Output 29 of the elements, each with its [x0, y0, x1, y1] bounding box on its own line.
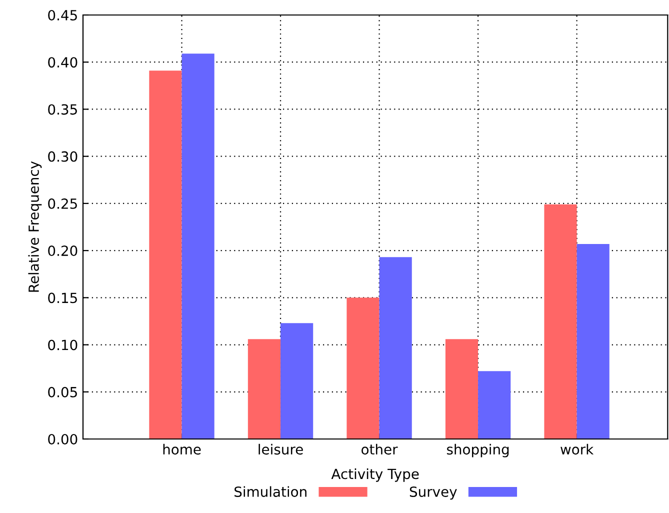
- y-axis-title: Relative Frequency: [28, 161, 42, 292]
- y-tick-label: 0.30: [48, 151, 78, 162]
- y-tick-label: 0.35: [48, 104, 77, 115]
- y-tick-label: 0.40: [48, 57, 78, 68]
- y-tick-label: 0.05: [48, 386, 77, 398]
- bar: [478, 371, 511, 439]
- legend-label: Simulation: [234, 486, 306, 497]
- bar: [182, 54, 214, 439]
- y-tick-label: 0.00: [48, 434, 78, 444]
- y-tick-label: 0.10: [48, 340, 78, 350]
- x-tick-label: home: [163, 444, 201, 455]
- y-tick-label: 0.25: [48, 198, 77, 209]
- bar: [149, 70, 182, 439]
- bar: [280, 323, 314, 439]
- x-tick-label: other: [362, 444, 398, 455]
- x-axis-title: Activity Type: [331, 468, 419, 482]
- bar: [346, 298, 380, 439]
- bar: [544, 204, 577, 439]
- x-tick-label: shopping: [446, 444, 509, 458]
- x-tick-label: work: [560, 444, 594, 455]
- bar: [248, 339, 281, 439]
- y-tick-label: 0.45: [48, 10, 77, 20]
- legend-label: Survey: [410, 486, 457, 500]
- x-tick-label: leisure: [258, 444, 303, 455]
- bar: [379, 257, 412, 439]
- bar: [576, 244, 610, 439]
- bar: [445, 339, 478, 439]
- y-tick-label: 0.15: [48, 292, 77, 304]
- y-tick-label: 0.20: [48, 246, 78, 256]
